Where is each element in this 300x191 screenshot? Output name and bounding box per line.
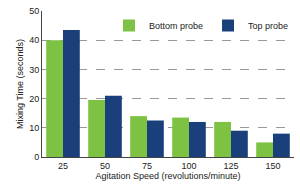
svg-text:50: 50: [100, 161, 110, 171]
svg-text:20: 20: [29, 94, 39, 104]
svg-text:100: 100: [181, 161, 196, 171]
svg-text:10: 10: [29, 123, 39, 133]
svg-text:30: 30: [29, 65, 39, 75]
svg-text:75: 75: [142, 161, 152, 171]
svg-text:150: 150: [265, 161, 280, 171]
svg-text:40: 40: [29, 35, 39, 45]
svg-text:Agitation Speed (revolutions/m: Agitation Speed (revolutions/minute): [95, 171, 240, 181]
svg-text:Mixing Time (seconds): Mixing Time (seconds): [15, 39, 25, 129]
svg-text:125: 125: [223, 161, 238, 171]
svg-text:0: 0: [34, 152, 39, 162]
svg-text:25: 25: [58, 161, 68, 171]
svg-text:Top probe: Top probe: [248, 21, 288, 31]
svg-text:Bottom probe: Bottom probe: [149, 21, 203, 31]
svg-text:50: 50: [29, 6, 39, 16]
